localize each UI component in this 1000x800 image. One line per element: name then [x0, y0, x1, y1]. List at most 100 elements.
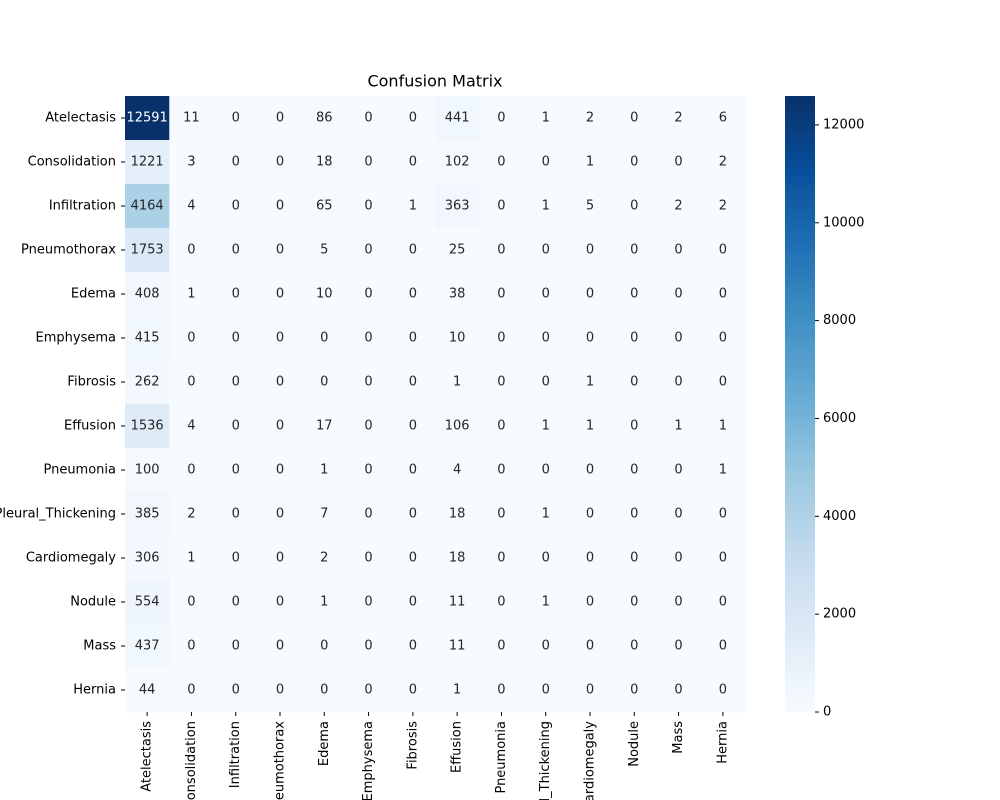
cell-label: 18 [449, 507, 466, 522]
heatmap-cell [435, 580, 480, 625]
heatmap-cell [523, 96, 569, 141]
heatmap-cell [700, 448, 746, 493]
heatmap-cell [435, 492, 480, 537]
x-tick-label: Pneumothorax [273, 721, 288, 800]
heatmap-cell [523, 272, 569, 317]
heatmap-cell [612, 96, 657, 141]
heatmap-cell [612, 140, 657, 185]
cell-label: 0 [364, 463, 372, 478]
heatmap-cell [125, 404, 170, 449]
cell-label: 0 [187, 683, 195, 698]
heatmap-cell [700, 492, 746, 537]
cell-label: 0 [276, 155, 284, 170]
heatmap-cell [302, 272, 347, 317]
heatmap-cell [302, 492, 347, 537]
y-tick-label: Atelectasis [45, 111, 116, 126]
heatmap-cell [169, 316, 215, 361]
cell-label: 0 [586, 551, 594, 566]
heatmap-cell [213, 140, 259, 185]
cell-label: 0 [409, 639, 417, 654]
cell-label: 18 [316, 155, 333, 170]
heatmap-cell [479, 668, 525, 713]
cell-label: 1 [719, 419, 727, 434]
heatmap-cell [435, 668, 480, 713]
heatmap-cell [257, 184, 303, 229]
cell-label: 408 [135, 287, 160, 302]
cell-label: 0 [232, 551, 240, 566]
cell-label: 1 [719, 463, 727, 478]
cell-label: 0 [674, 595, 682, 610]
heatmap-cell [257, 536, 303, 581]
cell-label: 0 [542, 683, 550, 698]
cell-label: 0 [276, 199, 284, 214]
heatmap-cell [523, 184, 569, 229]
heatmap-cell [346, 580, 392, 625]
heatmap-cell [700, 96, 746, 141]
x-tick-label: Nodule [627, 721, 642, 767]
heatmap-cell [346, 624, 392, 669]
chart-title: Confusion Matrix [367, 72, 502, 91]
heatmap-cell [390, 96, 436, 141]
cell-label: 385 [135, 507, 160, 522]
cell-label: 0 [232, 111, 240, 126]
cell-label: 2 [187, 507, 195, 522]
cell-label: 0 [542, 463, 550, 478]
cell-label: 0 [497, 419, 505, 434]
heatmap-cell [125, 668, 170, 713]
cell-label: 0 [586, 507, 594, 522]
heatmap-cell [523, 404, 569, 449]
heatmap-cell [213, 624, 259, 669]
cell-label: 1 [320, 463, 328, 478]
x-tick-label: Emphysema [361, 721, 376, 800]
colorbar-tick-label: 12000 [823, 117, 864, 132]
cell-label: 0 [719, 551, 727, 566]
cell-label: 0 [497, 199, 505, 214]
heatmap-cell [523, 228, 569, 273]
heatmap-cell [435, 316, 480, 361]
heatmap-cell [213, 360, 259, 405]
colorbar-tick-label: 8000 [823, 313, 856, 328]
cell-label: 0 [232, 243, 240, 258]
heatmap-cell [567, 536, 613, 581]
heatmap-cell [479, 316, 525, 361]
heatmap-cell [656, 668, 702, 713]
heatmap-cell [302, 536, 347, 581]
heatmap-cell [346, 184, 392, 229]
heatmap-cell [213, 404, 259, 449]
cell-label: 0 [364, 243, 372, 258]
cell-label: 1 [453, 375, 461, 390]
x-tick-label: Effusion [450, 721, 465, 773]
cell-label: 0 [630, 199, 638, 214]
heatmap-cell [302, 448, 347, 493]
heatmap-cell [169, 668, 215, 713]
cell-label: 0 [586, 595, 594, 610]
heatmap-cell [612, 228, 657, 273]
heatmap-cell [612, 404, 657, 449]
heatmap-cell [125, 228, 170, 273]
cell-label: 4164 [131, 199, 164, 214]
cell-label: 1 [586, 155, 594, 170]
heatmap-cell [435, 228, 480, 273]
cell-label: 0 [276, 507, 284, 522]
cell-label: 0 [630, 111, 638, 126]
cell-label: 5 [586, 199, 594, 214]
heatmap-cell [390, 580, 436, 625]
heatmap-cell [125, 360, 170, 405]
cell-label: 0 [719, 375, 727, 390]
heatmap-cell [257, 580, 303, 625]
heatmap-cell [213, 580, 259, 625]
cell-label: 4 [453, 463, 461, 478]
cell-label: 0 [674, 375, 682, 390]
heatmap-cell [567, 360, 613, 405]
heatmap-cell [567, 228, 613, 273]
cell-label: 0 [409, 111, 417, 126]
cell-label: 38 [449, 287, 466, 302]
heatmap-cell [479, 272, 525, 317]
x-tick-label: Consolidation [184, 721, 199, 800]
heatmap-cell [523, 360, 569, 405]
cell-label: 0 [409, 507, 417, 522]
cell-label: 1 [320, 595, 328, 610]
heatmap-cell [567, 624, 613, 669]
cell-label: 0 [542, 375, 550, 390]
